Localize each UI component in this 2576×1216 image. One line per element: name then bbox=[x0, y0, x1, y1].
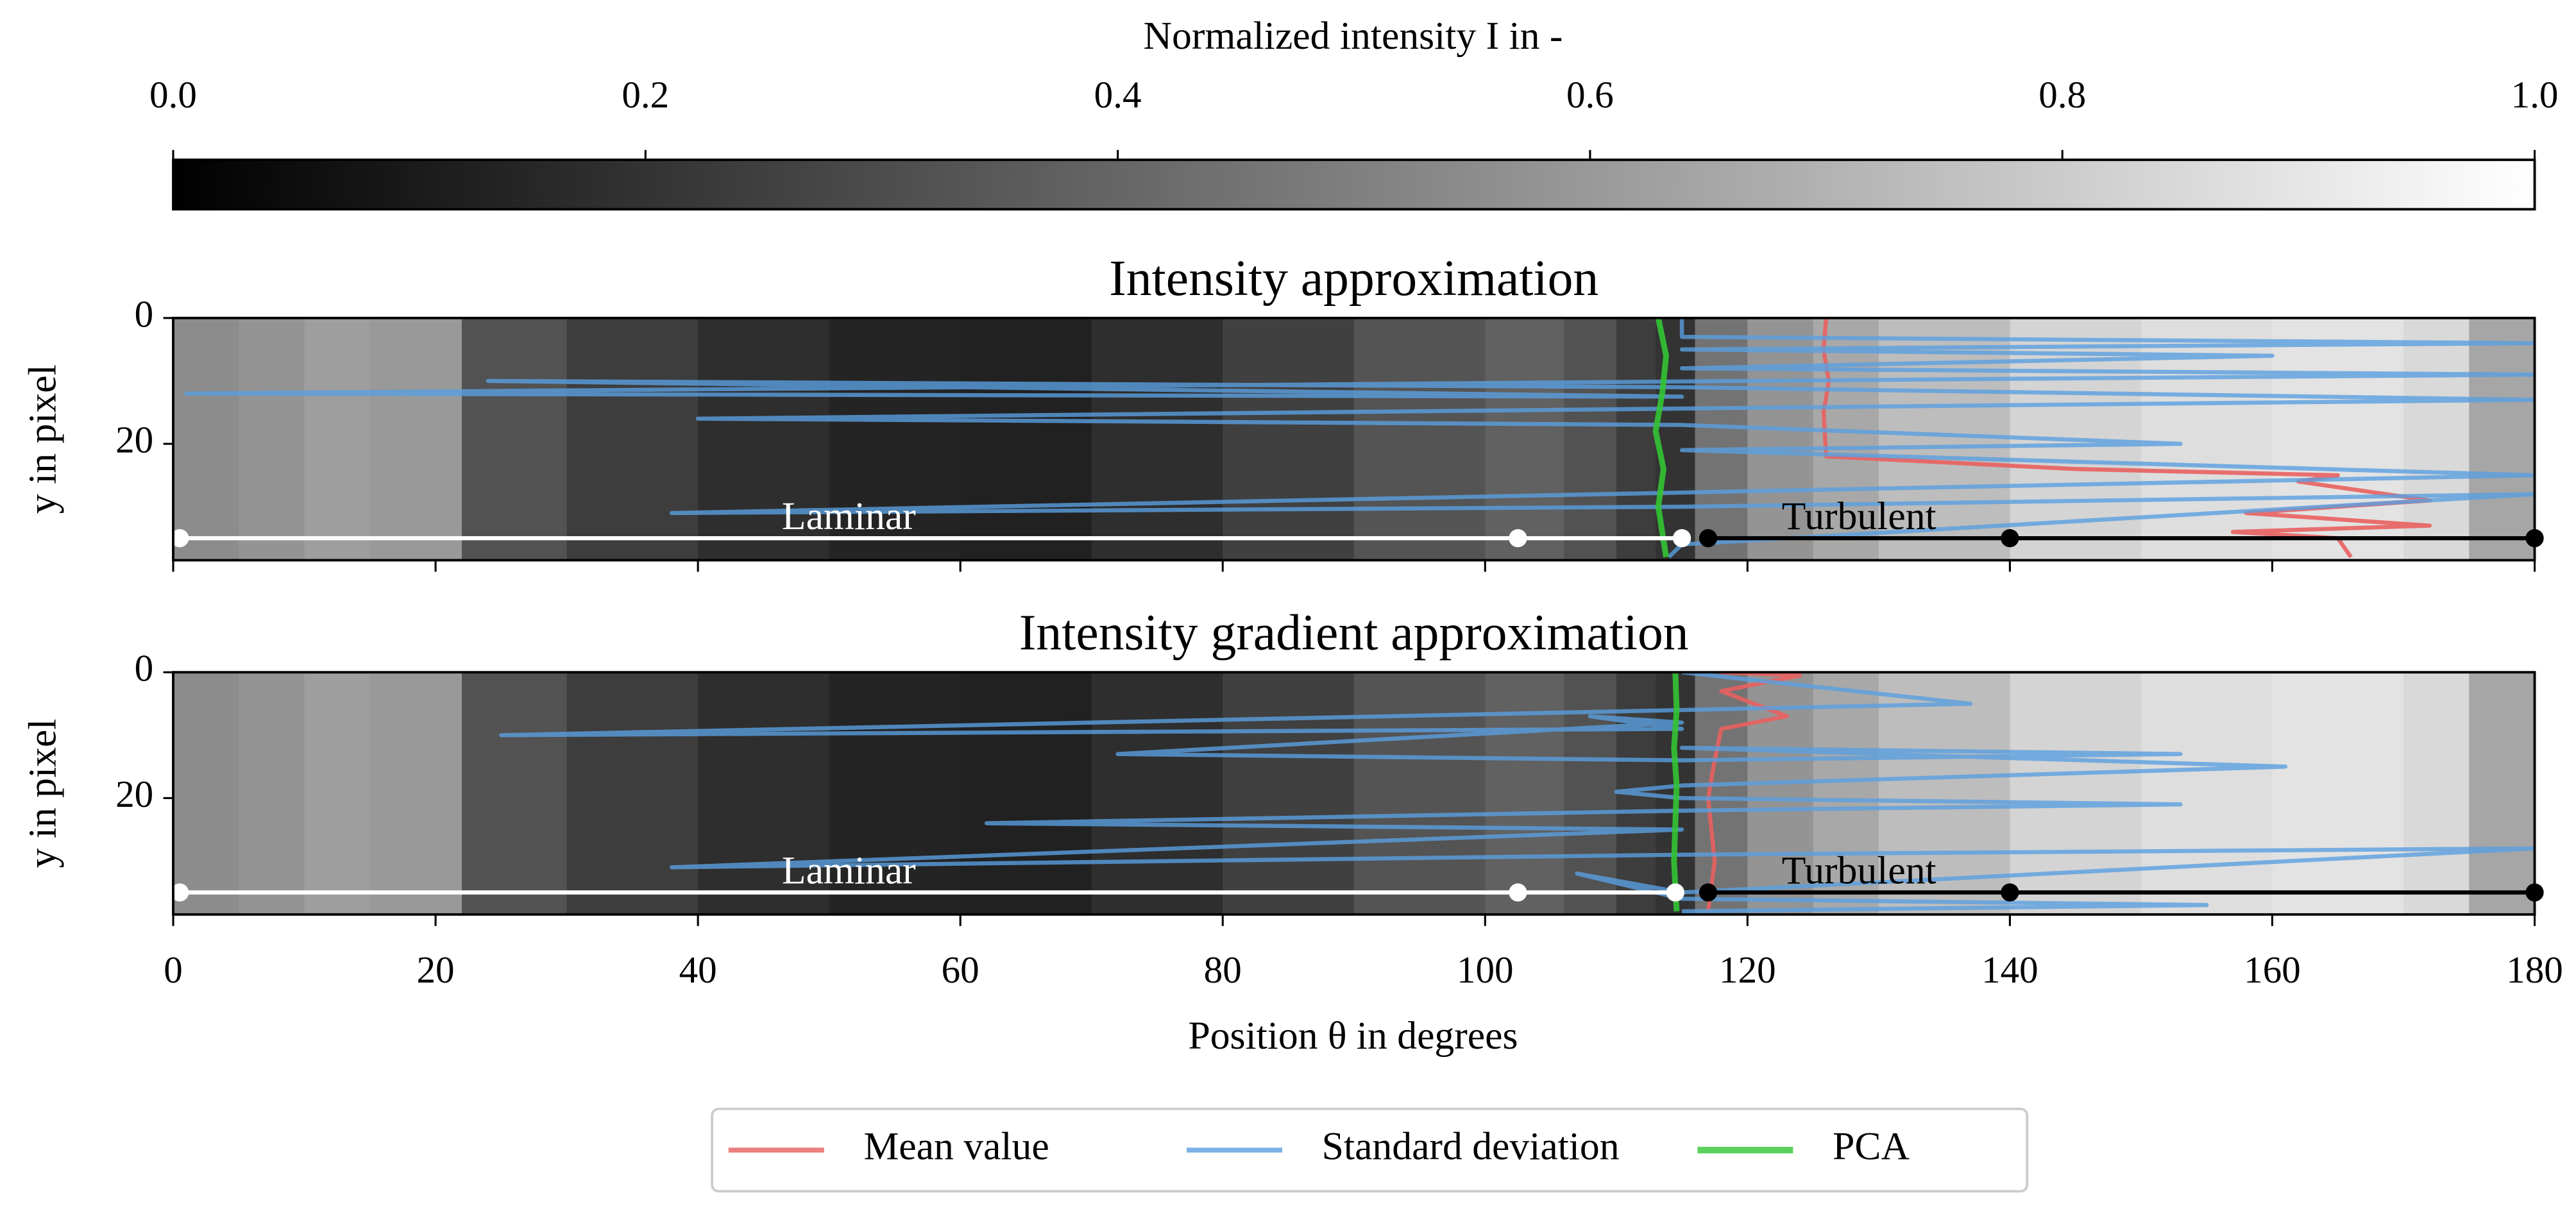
region-marker bbox=[2001, 883, 2019, 902]
intensity-cell bbox=[1485, 672, 1565, 915]
series-line bbox=[1652, 317, 1670, 558]
x-tick-label: 20 bbox=[417, 949, 455, 991]
intensity-cell bbox=[1223, 317, 1355, 561]
series-line bbox=[184, 317, 2535, 559]
intensity-cell bbox=[2140, 672, 2273, 915]
region-label: Turbulent bbox=[1782, 849, 1936, 892]
y-axis-label: y in pixel bbox=[21, 364, 64, 514]
series-line bbox=[1671, 672, 1680, 912]
panel-title: Intensity gradient approximation bbox=[1019, 605, 1689, 661]
x-tick-label: 180 bbox=[2506, 949, 2563, 991]
colorbar bbox=[172, 158, 2536, 211]
x-tick-label: 80 bbox=[1204, 949, 1242, 991]
panel-title: Intensity approximation bbox=[1109, 250, 1598, 307]
colorbar-tick-label: 1.0 bbox=[2511, 74, 2559, 116]
region-marker bbox=[1509, 883, 1527, 902]
series-line bbox=[499, 672, 2535, 914]
region-marker bbox=[1699, 529, 1718, 548]
x-tick-label: 160 bbox=[2244, 949, 2301, 991]
axes-frame bbox=[172, 671, 2536, 916]
region-marker bbox=[171, 529, 189, 548]
intensity-cell bbox=[829, 317, 962, 561]
region-label: Laminar bbox=[782, 849, 916, 892]
x-tick-label: 100 bbox=[1457, 949, 1514, 991]
intensity-cell bbox=[829, 672, 962, 915]
legend-label: PCA bbox=[1833, 1124, 1910, 1168]
legend-label: Standard deviation bbox=[1322, 1124, 1620, 1168]
intensity-cell bbox=[1353, 317, 1486, 561]
intensity-cell bbox=[2403, 317, 2470, 561]
intensity-cell bbox=[304, 672, 371, 915]
intensity-cell bbox=[461, 317, 568, 561]
intensity-cell bbox=[1353, 672, 1486, 915]
x-tick-label: 0 bbox=[164, 949, 183, 991]
plot-area bbox=[173, 672, 2535, 915]
intensity-cell bbox=[1616, 317, 1657, 561]
region-marker bbox=[1699, 883, 1718, 902]
y-tick-label: 20 bbox=[115, 419, 153, 461]
intensity-cell bbox=[1485, 317, 1565, 561]
colorbar-label: Normalized intensity I in - bbox=[1144, 14, 1563, 58]
intensity-cell bbox=[2469, 672, 2535, 915]
colorbar-tick-label: 0.0 bbox=[149, 74, 197, 116]
x-tick-label: 60 bbox=[942, 949, 979, 991]
intensity-cell bbox=[239, 317, 305, 561]
intensity-cell bbox=[173, 317, 240, 561]
intensity-cell bbox=[1695, 317, 1749, 561]
region-marker bbox=[1672, 529, 1691, 548]
intensity-cell bbox=[461, 672, 568, 915]
region-marker bbox=[1666, 883, 1684, 902]
intensity-cell bbox=[566, 672, 699, 915]
colorbar-tick-label: 0.2 bbox=[622, 74, 669, 116]
intensity-cell bbox=[960, 672, 1092, 915]
region-marker bbox=[1509, 529, 1527, 548]
intensity-cell bbox=[2010, 672, 2142, 915]
y-tick-label: 0 bbox=[135, 292, 154, 335]
colorbar-tick-label: 0.4 bbox=[1094, 74, 1142, 116]
intensity-cell bbox=[960, 317, 1092, 561]
region-marker bbox=[2001, 529, 2019, 548]
intensity-cell bbox=[369, 317, 463, 561]
intensity-cell bbox=[566, 317, 699, 561]
intensity-cell bbox=[2403, 672, 2470, 915]
y-tick-label: 0 bbox=[135, 647, 154, 689]
plot-area bbox=[173, 317, 2535, 561]
intensity-cell bbox=[1813, 672, 1880, 915]
intensity-cell bbox=[1091, 672, 1224, 915]
x-tick-label: 140 bbox=[1981, 949, 2038, 991]
intensity-cell bbox=[1223, 672, 1355, 915]
colorbar-tick-label: 0.6 bbox=[1566, 74, 1614, 116]
x-tick-label: 120 bbox=[1719, 949, 1776, 991]
intensity-cell bbox=[1695, 672, 1749, 915]
intensity-cell bbox=[2272, 672, 2405, 915]
y-tick-label: 20 bbox=[115, 773, 153, 815]
x-axis-label: Position θ in degrees bbox=[1188, 1014, 1518, 1058]
intensity-cell bbox=[1878, 672, 2011, 915]
intensity-cell bbox=[1878, 317, 2011, 561]
intensity-cell bbox=[1747, 317, 1814, 561]
colorbar-tick-label: 0.8 bbox=[2038, 74, 2086, 116]
intensity-cell bbox=[173, 672, 240, 915]
intensity-cell bbox=[1564, 317, 1618, 561]
intensity-cell bbox=[1091, 317, 1224, 561]
y-axis-label: y in pixel bbox=[21, 719, 64, 868]
intensity-cell bbox=[2469, 317, 2535, 561]
intensity-cell bbox=[369, 672, 463, 915]
legend bbox=[711, 1108, 2029, 1193]
region-label: Turbulent bbox=[1782, 494, 1936, 538]
region-marker bbox=[171, 883, 189, 902]
intensity-cell bbox=[304, 317, 371, 561]
intensity-cell bbox=[698, 317, 830, 561]
intensity-cell bbox=[698, 672, 830, 915]
region-label: Laminar bbox=[782, 494, 916, 538]
intensity-cell bbox=[239, 672, 305, 915]
x-tick-label: 40 bbox=[679, 949, 717, 991]
legend-label: Mean value bbox=[863, 1124, 1049, 1168]
axes-frame bbox=[172, 316, 2536, 562]
